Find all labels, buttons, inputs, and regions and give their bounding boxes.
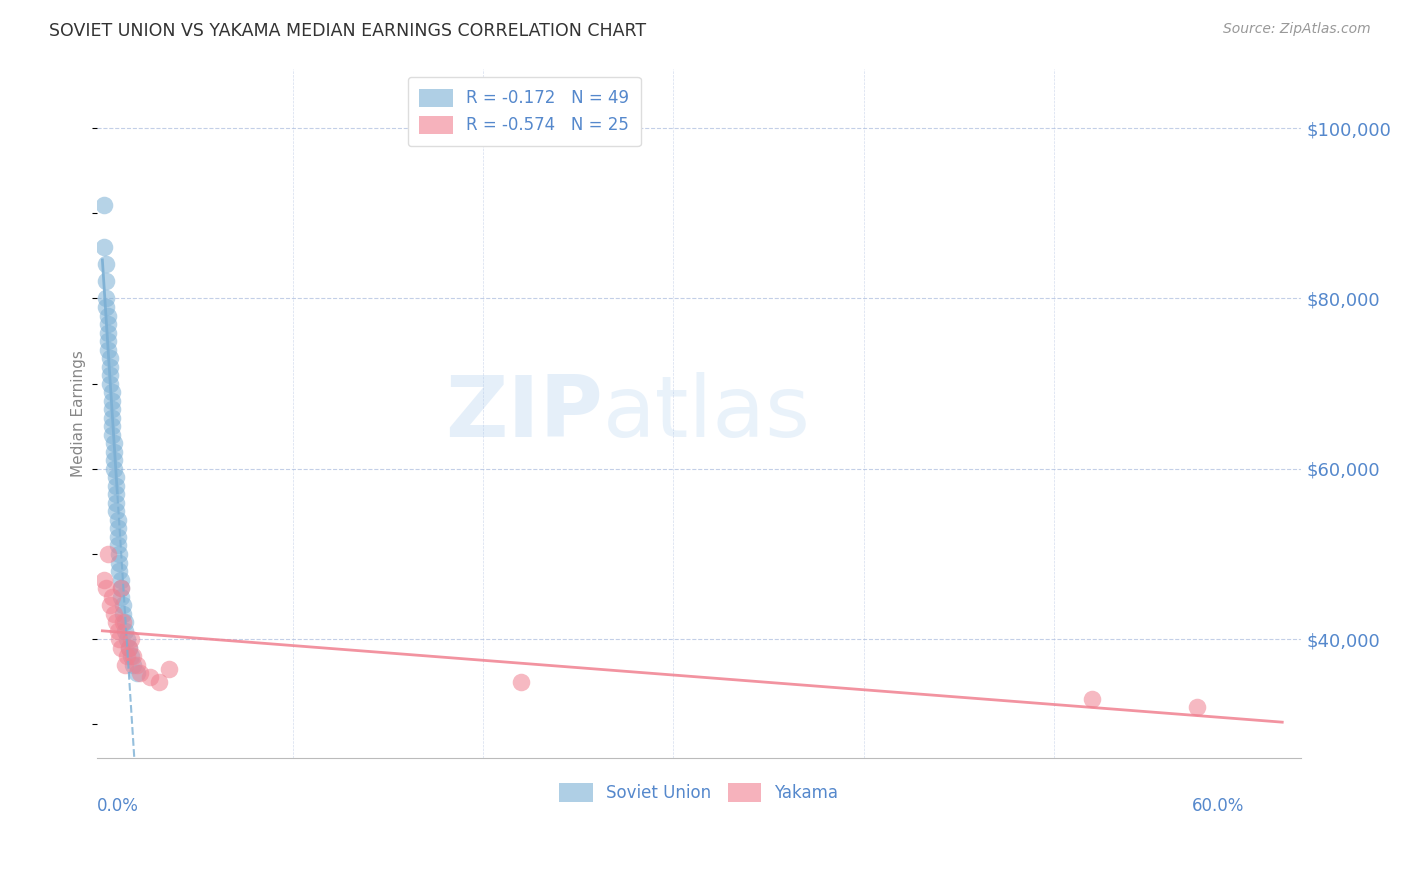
Point [107, 521, 129, 535]
Point [112, 615, 135, 629]
Point [121, 649, 143, 664]
Point [93, 198, 115, 212]
Point [97, 547, 120, 561]
Point [104, 496, 127, 510]
Point [157, 662, 180, 676]
Point [108, 632, 131, 647]
Point [110, 640, 132, 655]
Point [115, 632, 138, 647]
Point [97, 334, 120, 348]
Point [103, 462, 125, 476]
Point [139, 671, 162, 685]
Point [110, 581, 132, 595]
Point [101, 410, 124, 425]
Point [93, 240, 115, 254]
Point [103, 453, 125, 467]
Point [96, 257, 118, 271]
Point [104, 470, 127, 484]
Point [125, 666, 148, 681]
Point [96, 581, 118, 595]
Point [114, 624, 136, 638]
Text: ZIP: ZIP [444, 372, 603, 455]
Point [104, 615, 127, 629]
Point [98, 598, 121, 612]
Point [118, 640, 141, 655]
Point [107, 539, 129, 553]
Point [108, 547, 131, 561]
Point [129, 666, 152, 681]
Point [120, 632, 142, 647]
Point [101, 419, 124, 434]
Text: 60.0%: 60.0% [1192, 797, 1244, 814]
Point [104, 479, 127, 493]
Point [120, 649, 142, 664]
Point [108, 564, 131, 578]
Text: SOVIET UNION VS YAKAMA MEDIAN EARNINGS CORRELATION CHART: SOVIET UNION VS YAKAMA MEDIAN EARNINGS C… [49, 22, 647, 40]
Point [97, 317, 120, 331]
Point [104, 504, 127, 518]
Point [1185, 700, 1208, 714]
Point [98, 351, 121, 365]
Point [107, 624, 129, 638]
Point [97, 309, 120, 323]
Point [121, 657, 143, 672]
Point [98, 368, 121, 383]
Point [101, 402, 124, 417]
Point [98, 376, 121, 391]
Point [103, 444, 125, 458]
Point [110, 581, 132, 595]
Point [96, 300, 118, 314]
Point [118, 640, 141, 655]
Point [110, 573, 132, 587]
Point [125, 657, 148, 672]
Point [510, 674, 533, 689]
Point [114, 615, 136, 629]
Point [103, 607, 125, 621]
Point [114, 657, 136, 672]
Point [101, 393, 124, 408]
Y-axis label: Median Earnings: Median Earnings [72, 350, 86, 477]
Text: atlas: atlas [603, 372, 811, 455]
Point [115, 649, 138, 664]
Point [110, 590, 132, 604]
Point [101, 427, 124, 442]
Point [112, 598, 135, 612]
Text: Source: ZipAtlas.com: Source: ZipAtlas.com [1223, 22, 1371, 37]
Point [96, 292, 118, 306]
Legend: Soviet Union, Yakama: Soviet Union, Yakama [553, 777, 845, 809]
Point [98, 359, 121, 374]
Point [107, 513, 129, 527]
Point [97, 343, 120, 357]
Point [103, 436, 125, 450]
Point [96, 275, 118, 289]
Point [108, 556, 131, 570]
Point [101, 590, 124, 604]
Point [93, 573, 115, 587]
Text: 0.0%: 0.0% [97, 797, 139, 814]
Point [148, 674, 170, 689]
Point [107, 530, 129, 544]
Point [112, 607, 135, 621]
Point [1081, 691, 1104, 706]
Point [101, 385, 124, 400]
Point [104, 487, 127, 501]
Point [97, 326, 120, 340]
